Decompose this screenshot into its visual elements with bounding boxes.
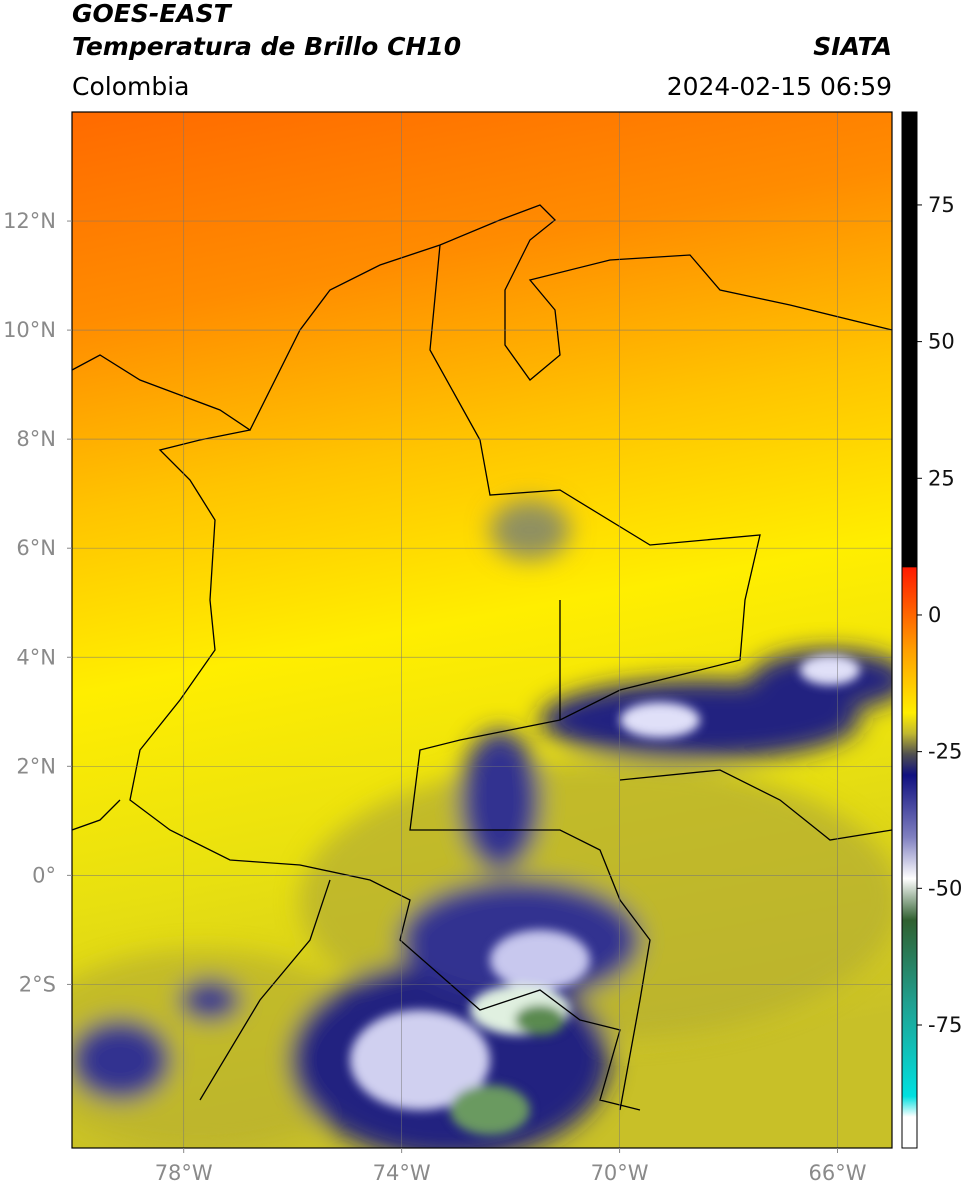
colorbar-tick-label: 25 xyxy=(928,466,955,490)
graticule xyxy=(72,112,892,1148)
y-tick-label: 4°N xyxy=(16,645,56,669)
cold-tops xyxy=(350,655,860,1135)
y-tick-label: 2°S xyxy=(19,972,56,996)
region: Colombia xyxy=(72,72,189,101)
x-tick-label: 74°W xyxy=(373,1161,431,1185)
cloud-field xyxy=(72,500,892,1148)
source: SIATA xyxy=(813,32,892,61)
y-tick-label: 2°N xyxy=(16,754,56,778)
timestamp: 2024-02-15 06:59 xyxy=(667,72,892,101)
y-tick-label: 8°N xyxy=(16,427,56,451)
colorbar-tick-label: -75 xyxy=(928,1013,962,1037)
title-line2: Temperatura de Brillo CH10 xyxy=(72,32,461,61)
x-tick-label: 78°W xyxy=(155,1161,213,1185)
imagery xyxy=(72,112,892,1148)
x-tick-label: 70°W xyxy=(591,1161,649,1185)
colorbar-tick-label: -50 xyxy=(928,876,962,900)
y-tick-label: 12°N xyxy=(3,209,56,233)
colorbar-tick-label: 75 xyxy=(928,193,955,217)
colorbar xyxy=(901,111,918,1149)
x-tick-label: 66°W xyxy=(809,1161,867,1185)
colorbar-tick-label: -25 xyxy=(928,740,962,764)
y-tick-label: 0° xyxy=(32,863,56,887)
y-tick-label: 10°N xyxy=(3,318,56,342)
colorbar-tick-label: 0 xyxy=(928,603,941,627)
borders xyxy=(72,204,892,1111)
colorbar-tick-label: 50 xyxy=(928,330,955,354)
y-tick-label: 6°N xyxy=(16,536,56,560)
title-line1: GOES-EAST xyxy=(72,0,233,28)
map-frame xyxy=(71,111,893,1149)
